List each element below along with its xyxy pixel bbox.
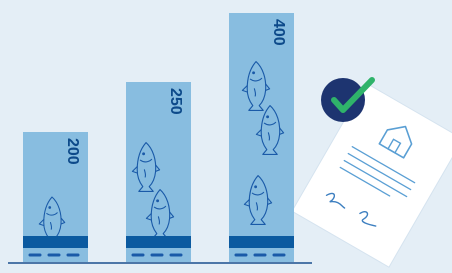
bill-stack: 200 [23, 132, 88, 262]
bill-band [229, 236, 294, 248]
bill-stack: 400 [229, 13, 294, 262]
bill-label: 250 [167, 88, 184, 115]
bill-stack: 250 [126, 82, 191, 262]
page: {"bars": [{"label": "200"}, {"label": "2… [0, 0, 452, 273]
bill-band [126, 236, 191, 248]
illustration: 200 250 400 [0, 0, 452, 273]
bill-band [23, 236, 88, 248]
check-badge [321, 78, 365, 122]
bill-label: 200 [64, 138, 81, 165]
bill-label: 400 [270, 19, 287, 46]
